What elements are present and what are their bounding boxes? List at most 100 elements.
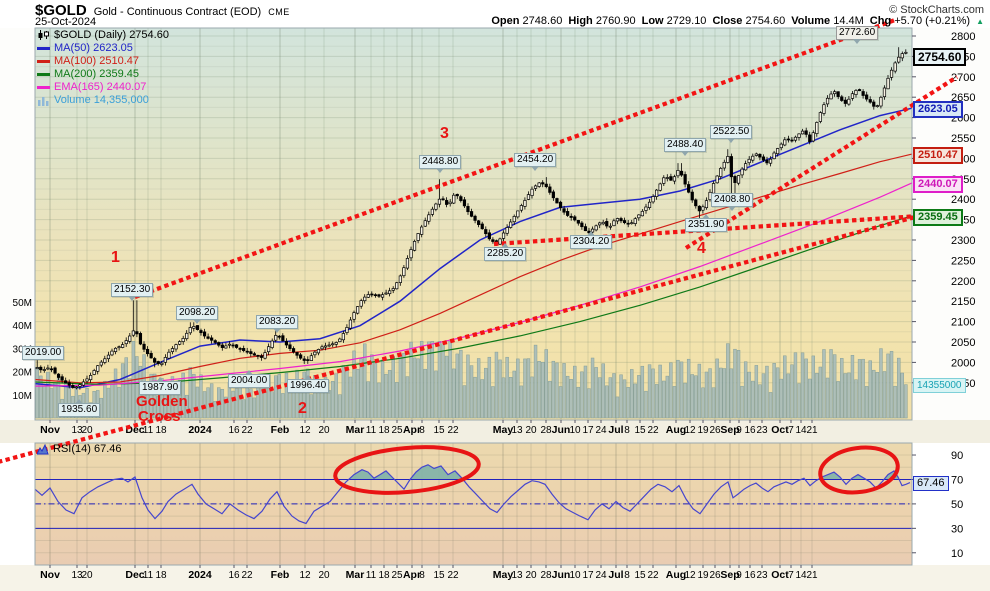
price-callout: 1987.90 [139, 377, 182, 395]
svg-text:19: 19 [697, 425, 709, 436]
svg-text:2024: 2024 [188, 424, 212, 436]
svg-text:25: 25 [391, 570, 403, 581]
svg-text:10: 10 [951, 548, 963, 560]
svg-text:7: 7 [788, 570, 794, 581]
svg-text:21: 21 [806, 425, 818, 436]
svg-text:2550: 2550 [951, 133, 975, 145]
axis-tick-marks [49, 35, 916, 568]
instrument-title: Gold - Continuous Contract (EOD) [93, 6, 262, 18]
svg-text:24: 24 [595, 570, 607, 581]
legend-item: MA(200) 2359.45 [37, 68, 169, 81]
quote-field: Low 2729.10 [641, 15, 707, 27]
svg-text:26: 26 [709, 425, 721, 436]
svg-text:10: 10 [569, 570, 581, 581]
rsi-legend: RSI(14) 67.46 [37, 443, 122, 455]
svg-text:2700: 2700 [951, 72, 975, 84]
rsi-line [34, 464, 911, 525]
price-callout: 1996.40 [287, 375, 330, 393]
rsi-icon [37, 443, 49, 454]
svg-text:Mar: Mar [346, 569, 365, 581]
svg-text:Feb: Feb [271, 569, 290, 581]
callout-pointer-icon [727, 138, 736, 143]
svg-text:22: 22 [447, 570, 459, 581]
price-callout: 2004.00 [228, 370, 271, 388]
callout-pointer-icon [681, 151, 690, 156]
line-swatch [37, 47, 50, 50]
svg-text:20M: 20M [13, 368, 32, 379]
svg-text:24: 24 [595, 425, 607, 436]
svg-text:70: 70 [951, 475, 963, 487]
quote-field: Chg +5.70 (+0.21%) [869, 15, 971, 27]
svg-text:2250: 2250 [951, 255, 975, 267]
exchange-label: CME [268, 7, 290, 17]
callout-pointer-icon [128, 296, 137, 301]
axis-value-box-magenta: 2440.07 [913, 176, 963, 193]
price-callout: 2098.20 [176, 306, 219, 324]
quote-field: Close 2754.60 [712, 15, 786, 27]
svg-text:13: 13 [71, 570, 83, 581]
svg-text:22: 22 [447, 425, 459, 436]
svg-text:2000: 2000 [951, 357, 975, 369]
legend-item: Volume 14,355,000 [37, 94, 169, 107]
quote-field: Open 2748.60 [491, 15, 563, 27]
ticker-symbol: $GOLD [35, 2, 87, 19]
svg-text:2400: 2400 [951, 194, 975, 206]
callout-pointer-icon [273, 328, 282, 333]
svg-text:22: 22 [241, 570, 253, 581]
callout-pointer-icon [245, 370, 254, 375]
svg-text:Apr: Apr [403, 569, 421, 581]
price-callout: 2454.20 [514, 153, 557, 171]
legend-text: Volume 14,355,000 [54, 94, 149, 106]
svg-text:9: 9 [736, 425, 742, 436]
svg-text:Jun: Jun [552, 424, 571, 436]
svg-text:16: 16 [228, 570, 240, 581]
svg-text:Jun: Jun [552, 569, 571, 581]
ma-line-2 [34, 215, 913, 386]
svg-text:11: 11 [366, 425, 377, 436]
svg-text:14: 14 [795, 570, 807, 581]
svg-text:11: 11 [143, 570, 154, 581]
copyright-label: © StockCharts.com [889, 4, 984, 16]
svg-text:19: 19 [697, 570, 709, 581]
candlesticks [35, 47, 908, 390]
legend-item: MA(100) 2510.47 [37, 55, 169, 68]
svg-text:Oct: Oct [771, 424, 789, 436]
legend-item: EMA(165) 2440.07 [37, 81, 169, 94]
svg-text:15: 15 [433, 425, 445, 436]
svg-text:15: 15 [634, 425, 646, 436]
svg-text:Nov: Nov [40, 569, 60, 581]
svg-text:12: 12 [299, 425, 311, 436]
svg-text:Aug: Aug [666, 569, 686, 581]
svg-text:Jul: Jul [608, 424, 623, 436]
axis-labels: NovNov13132020DecDec11111818202420241616… [13, 31, 976, 581]
wave-number-annotation: 3 [440, 125, 449, 142]
line-swatch [37, 60, 50, 63]
svg-text:13: 13 [71, 425, 83, 436]
line-swatch [37, 73, 50, 76]
legend-item: $GOLD (Daily) 2754.60 [37, 29, 169, 42]
price-callout: 2522.50 [710, 125, 753, 143]
svg-text:Nov: Nov [40, 424, 60, 436]
callout-pointer-icon [156, 377, 165, 382]
legend-text: MA(100) 2510.47 [54, 55, 140, 67]
svg-text:90: 90 [951, 450, 963, 462]
svg-text:2050: 2050 [951, 337, 975, 349]
svg-text:20: 20 [525, 570, 537, 581]
callout-pointer-icon [436, 168, 445, 173]
svg-text:22: 22 [647, 425, 659, 436]
svg-text:26: 26 [709, 570, 721, 581]
price-callout: 2152.30 [111, 283, 154, 301]
axis-value-box-green: 2359.45 [913, 209, 963, 226]
change-up-arrow-icon: ▲ [976, 17, 984, 26]
main-chart-plot [35, 28, 912, 420]
price-callout: 2408.80 [711, 193, 754, 211]
callout-pointer-icon [728, 206, 737, 211]
svg-text:23: 23 [756, 425, 768, 436]
callout-pointer-icon [587, 231, 596, 236]
svg-text:22: 22 [241, 425, 253, 436]
svg-text:11: 11 [143, 425, 154, 436]
rsi-overbought-fill [350, 469, 394, 480]
rsi-overbought-circle [333, 445, 481, 495]
